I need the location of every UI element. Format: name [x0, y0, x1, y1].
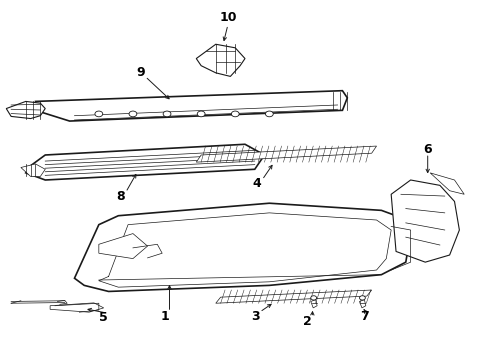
Polygon shape: [50, 303, 104, 312]
Text: 3: 3: [251, 310, 260, 323]
Circle shape: [311, 296, 317, 300]
Polygon shape: [430, 173, 464, 194]
Polygon shape: [35, 91, 347, 121]
Polygon shape: [360, 300, 366, 308]
Text: 5: 5: [99, 311, 108, 324]
Text: 6: 6: [423, 143, 432, 156]
Circle shape: [360, 296, 366, 300]
Polygon shape: [99, 234, 147, 258]
Text: 4: 4: [253, 177, 262, 190]
Polygon shape: [391, 180, 460, 262]
Text: 1: 1: [160, 310, 169, 323]
Text: 8: 8: [117, 190, 125, 203]
Circle shape: [197, 111, 205, 117]
Text: 9: 9: [136, 66, 145, 79]
Text: 7: 7: [360, 310, 369, 323]
Circle shape: [129, 111, 137, 117]
Circle shape: [163, 111, 171, 117]
Text: 10: 10: [219, 11, 237, 24]
Polygon shape: [21, 164, 45, 176]
Circle shape: [231, 111, 239, 117]
Polygon shape: [196, 146, 376, 162]
Circle shape: [266, 111, 273, 117]
Polygon shape: [216, 290, 372, 303]
Polygon shape: [6, 102, 45, 118]
Circle shape: [95, 111, 103, 117]
Polygon shape: [74, 203, 411, 292]
Polygon shape: [26, 144, 265, 180]
Text: 2: 2: [303, 315, 312, 328]
Polygon shape: [196, 44, 245, 76]
Polygon shape: [311, 300, 317, 308]
